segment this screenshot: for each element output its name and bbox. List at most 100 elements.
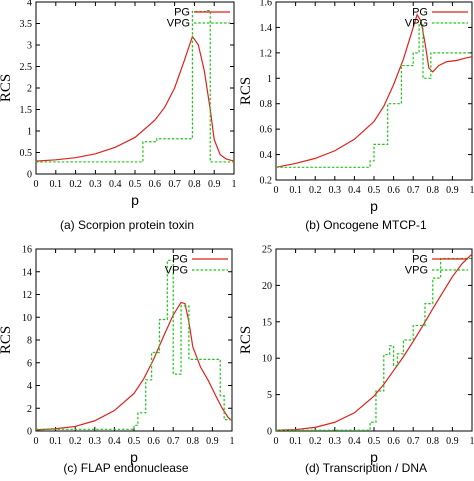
x-tick-label: 0.5 bbox=[368, 185, 381, 196]
x-tick-label: 0.4 bbox=[348, 436, 361, 447]
y-tick-label: 0 bbox=[267, 427, 272, 438]
x-tick-label: 1 bbox=[470, 185, 474, 196]
series-vpg-line bbox=[276, 257, 472, 431]
x-tick-label: 0.5 bbox=[368, 436, 381, 447]
y-axis-label: RCS bbox=[0, 74, 14, 102]
plot-frame bbox=[35, 1, 235, 175]
x-tick-label: 0.8 bbox=[427, 185, 440, 196]
chart-panel-2: 0 2 4 6 8 10 12 14 16 0 0.1 0.2 0.3 0.4 0.5 0.6 0.7 0.8 0.… bbox=[0, 245, 235, 476]
y-tick-label: 12 bbox=[22, 290, 32, 301]
y-axis-label: RCS bbox=[0, 326, 14, 354]
series-vpg-line bbox=[36, 10, 234, 163]
y-tick-label: 1.4 bbox=[260, 23, 273, 34]
x-tick-label: 0.7 bbox=[407, 185, 420, 196]
x-tick-label: 0.1 bbox=[50, 179, 63, 190]
series-vpg-line bbox=[276, 24, 472, 168]
x-tick-label: 0.8 bbox=[188, 179, 201, 190]
x-tick-label: 0.6 bbox=[387, 436, 400, 447]
x-tick-label: 0.3 bbox=[89, 436, 102, 447]
x-tick-label: 0 bbox=[274, 436, 279, 447]
x-tick-label: 0 bbox=[34, 436, 39, 447]
x-tick-label: 0.1 bbox=[289, 185, 302, 196]
x-tick-label: 1 bbox=[230, 436, 235, 447]
x-tick-label: 0.2 bbox=[69, 436, 82, 447]
x-tick-label: 0.2 bbox=[69, 179, 82, 190]
y-tick-label: 3.5 bbox=[20, 19, 33, 30]
y-axis-label: RCS bbox=[238, 326, 254, 354]
chart-panel-0: 0 0.5 1 1.5 2 2.5 3 3.5 4 0 0.1 0.2 0.3 0.4 0.5 0.6 0.7 0… bbox=[0, 0, 237, 232]
y-tick-label: 0.2 bbox=[260, 176, 273, 187]
legend-label-vpg: VPG bbox=[165, 265, 188, 277]
x-axis-label: p bbox=[131, 192, 139, 208]
y-tick-label: 20 bbox=[262, 281, 272, 292]
x-tick-label: 0.9 bbox=[206, 436, 219, 447]
x-tick-label: 0.3 bbox=[329, 436, 342, 447]
y-tick-label: 6 bbox=[27, 358, 32, 369]
x-axis-label: p bbox=[370, 449, 378, 465]
x-tick-label: 0.5 bbox=[129, 179, 142, 190]
y-tick-label: 1.6 bbox=[260, 0, 273, 9]
series-pg-line bbox=[275, 253, 473, 431]
series-pg-line bbox=[35, 301, 233, 431]
x-tick-label: 0.3 bbox=[89, 179, 102, 190]
y-tick-label: 0 bbox=[27, 170, 32, 181]
legend-label-pg: PG bbox=[412, 254, 428, 266]
chart-panel-3: 0 5 10 15 20 25 0 0.1 0.2 0.3 0.4 0.5 0.6 0.7 0.8 0.9 1 R… bbox=[238, 245, 474, 476]
y-tick-label: 3 bbox=[27, 41, 32, 52]
y-tick-label: 0.4 bbox=[260, 150, 273, 161]
chart-panel-1: 0.2 0.4 0.6 0.8 1 1.2 1.4 1.6 0 0.1 0.2 0.3 0.4 0.5 0.… bbox=[238, 0, 474, 232]
series-vpg-line bbox=[36, 259, 232, 430]
y-tick-label: 4 bbox=[27, 0, 32, 9]
x-tick-label: 0.7 bbox=[168, 179, 181, 190]
legend-label-vpg: VPG bbox=[405, 265, 428, 277]
panel-caption: (a) Scorpion protein toxin bbox=[60, 218, 194, 232]
x-tick-label: 1 bbox=[232, 179, 237, 190]
x-tick-label: 0.8 bbox=[187, 436, 200, 447]
x-tick-label: 0.6 bbox=[147, 436, 160, 447]
y-tick-label: 0 bbox=[27, 427, 32, 438]
x-tick-label: 0.9 bbox=[446, 436, 459, 447]
x-tick-label: 1 bbox=[470, 436, 474, 447]
x-tick-label: 0.2 bbox=[309, 436, 322, 447]
y-tick-label: 5 bbox=[267, 390, 272, 401]
x-axis-label: p bbox=[370, 198, 378, 214]
x-tick-label: 0.1 bbox=[289, 436, 302, 447]
x-tick-label: 0.5 bbox=[128, 436, 141, 447]
y-axis-label: RCS bbox=[238, 77, 254, 105]
x-tick-label: 0.4 bbox=[109, 179, 122, 190]
x-tick-label: 0.9 bbox=[446, 185, 459, 196]
y-tick-label: 10 bbox=[262, 354, 272, 365]
x-tick-label: 0.2 bbox=[309, 185, 322, 196]
y-tick-label: 14 bbox=[22, 267, 32, 278]
legend-label-vpg: VPG bbox=[167, 18, 190, 30]
x-tick-label: 0.4 bbox=[348, 185, 361, 196]
panel-caption: (b) Oncogene MTCP-1 bbox=[305, 218, 427, 232]
x-tick-label: 0 bbox=[274, 185, 279, 196]
y-tick-label: 2.5 bbox=[20, 62, 33, 73]
y-tick-label: 1 bbox=[267, 74, 272, 85]
series-pg-line bbox=[35, 35, 235, 162]
plot-frame bbox=[275, 248, 473, 432]
legend-label-pg: PG bbox=[172, 254, 188, 266]
panel-caption: (c) FLAP endonuclease bbox=[63, 461, 189, 475]
x-tick-label: 0.1 bbox=[49, 436, 62, 447]
panel-caption: (d) Transcription / DNA bbox=[305, 461, 427, 475]
x-tick-label: 0.9 bbox=[208, 179, 221, 190]
y-tick-label: 0.8 bbox=[260, 99, 273, 110]
y-tick-label: 1 bbox=[27, 127, 32, 138]
x-tick-label: 0.7 bbox=[407, 436, 420, 447]
y-tick-label: 1.5 bbox=[20, 105, 33, 116]
y-tick-label: 0.5 bbox=[20, 148, 33, 159]
y-tick-label: 10 bbox=[22, 313, 32, 324]
legend-label-pg: PG bbox=[174, 7, 190, 19]
x-tick-label: 0.4 bbox=[108, 436, 121, 447]
x-tick-label: 0 bbox=[34, 179, 39, 190]
plot-frame bbox=[35, 248, 233, 432]
x-tick-label: 0.3 bbox=[329, 185, 342, 196]
x-tick-label: 0.6 bbox=[149, 179, 162, 190]
y-tick-label: 2 bbox=[27, 84, 32, 95]
legend-label-vpg: VPG bbox=[405, 18, 428, 30]
y-tick-label: 2 bbox=[27, 404, 32, 415]
y-tick-label: 1.2 bbox=[260, 48, 273, 59]
